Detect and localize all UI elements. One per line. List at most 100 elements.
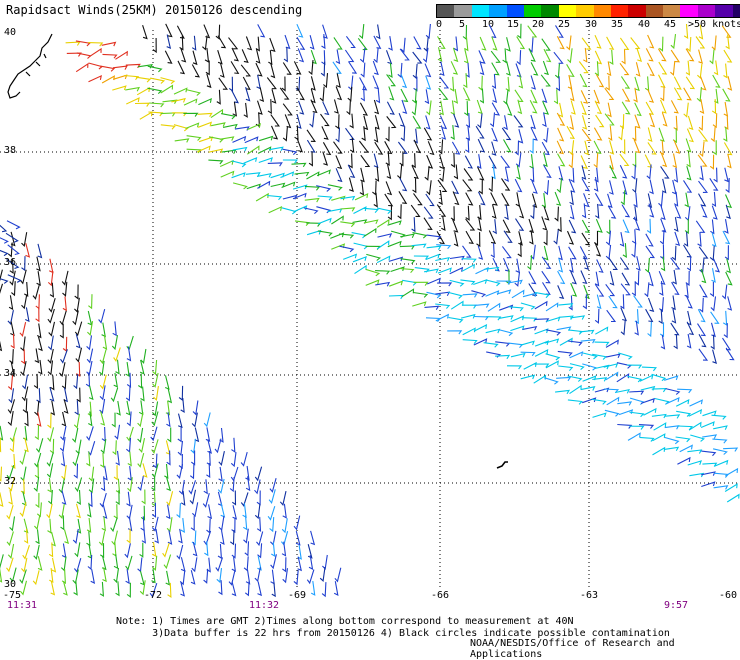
wind-barb [191,557,198,573]
wind-barb [492,219,497,235]
wind-barb [65,41,81,46]
wind-barb [281,76,286,92]
wind-barb [266,77,277,90]
wind-barb [242,76,251,90]
wind-barb [218,516,225,532]
wind-barb [48,321,56,337]
wind-barb [33,476,40,492]
wind-barb [36,502,42,518]
wind-barb [570,282,578,297]
wind-barb [634,320,639,336]
wind-barb [7,411,14,427]
wind-barb [673,139,681,154]
wind-barb [20,360,27,376]
wind-barb [191,35,197,51]
wind-barb [320,61,326,77]
wind-barb [698,334,707,348]
wind-barb [631,164,636,180]
wind-barb [722,230,731,245]
wind-barb [196,145,211,153]
wind-barb [522,317,538,322]
wind-barb [700,76,707,91]
wind-barb [477,138,486,153]
wind-barb [491,36,498,51]
wind-barb [164,463,169,479]
wind-barb [660,166,670,179]
wind-barb [615,388,630,394]
wind-barb [545,360,559,369]
wind-barb [688,409,703,417]
wind-barb [594,100,603,115]
pass-time-label: 9:57 [663,600,689,611]
wind-barb [215,557,224,572]
wind-barb [437,282,453,287]
wind-barb [698,180,708,193]
wind-barb [534,363,550,368]
scale-color-segment [628,5,646,17]
wind-barb [686,256,692,272]
wind-barb [727,153,732,169]
wind-barb [87,321,94,337]
wind-barb [269,37,276,53]
wind-barb [47,271,54,287]
wind-barb [217,50,223,65]
wind-barb [113,567,120,584]
wind-barb [282,503,287,519]
wind-barb [450,152,455,168]
scale-color-segment [523,5,542,17]
wind-barb [522,325,538,331]
wind-barb [649,113,656,128]
wind-barb [701,471,716,476]
wind-barb [180,48,187,63]
wind-barb [222,123,238,129]
wind-barb [593,89,601,104]
wind-barb [726,258,731,274]
wind-barb [50,400,56,416]
wind-barb [21,374,29,390]
wind-barb [569,86,575,102]
wind-barb [479,88,485,104]
wind-barb [606,219,611,235]
wind-barb [594,387,610,393]
wind-barb [374,115,380,130]
wind-barb [74,284,79,300]
wind-barb [711,232,717,247]
wind-barb [723,323,728,339]
wind-barb [695,220,706,233]
wind-barb [435,256,450,262]
wind-barb [425,75,432,90]
wind-barb [425,253,440,261]
lat-label: 32 [4,476,17,487]
wind-barb [520,374,536,380]
wind-barb [686,128,694,143]
lon-label: -63 [579,590,599,601]
wind-barb [327,208,343,213]
wind-barb [651,388,667,393]
wind-barb [6,220,21,230]
wind-barb [518,73,524,89]
wind-barb [621,139,626,155]
wind-barb [465,125,471,141]
wind-barb [386,164,392,180]
scale-color-segment [697,5,716,17]
wind-barb [142,463,148,478]
wind-barb [76,387,81,403]
wind-barb [335,49,341,65]
wind-barb [545,329,562,336]
wind-barb [359,180,365,196]
wind-barb [86,426,94,441]
wind-barb [216,89,221,105]
wind-barb [616,373,630,383]
wind-barb [558,102,564,118]
wind-barb [360,62,366,78]
wind-barb [126,504,133,520]
wind-barb [711,205,718,220]
wind-barb [634,114,641,129]
wind-barb [411,165,419,179]
wind-barb [74,400,79,416]
wind-barb [135,76,152,83]
wind-barb [412,63,418,80]
wind-barb [462,179,473,192]
wind-barb [152,401,159,417]
wind-barb [534,328,549,335]
